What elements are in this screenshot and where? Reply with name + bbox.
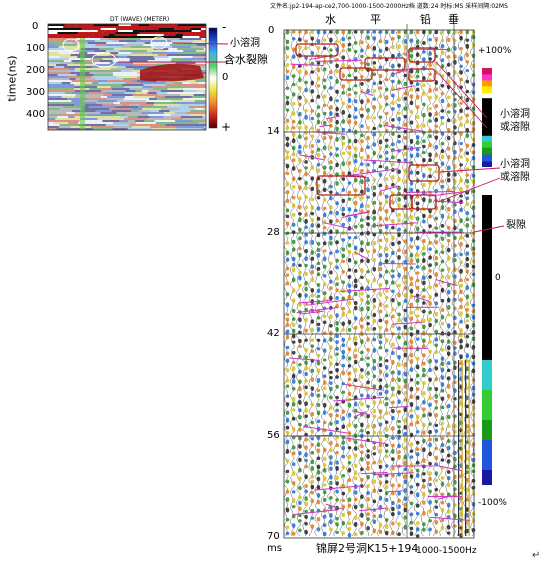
right-colorbar-main (482, 195, 492, 485)
anomaly-box (408, 68, 436, 82)
left-annotation-small-cave: 小溶洞 (230, 38, 260, 49)
right-footer-freq: 1000-1500Hz (416, 546, 477, 556)
anomaly-box (364, 57, 406, 71)
anomaly-box (316, 175, 366, 196)
right-annotation-small-cave-1: 小溶洞或溶隙 (500, 109, 530, 133)
right-footer-title: 锦屏2号洞K15+194 (316, 542, 419, 555)
left-anomaly-ellipse (150, 36, 168, 50)
left-annotation-water-fissure: 含水裂隙 (224, 53, 268, 66)
right-y-unit: ms (267, 543, 282, 554)
right-y-tick: 42 (267, 328, 280, 339)
column-label: 铅 (420, 13, 431, 26)
right-annotation-small-cave-2: 小溶洞或溶隙 (500, 159, 530, 183)
anomaly-box (411, 194, 437, 210)
anomaly-box (339, 67, 373, 81)
left-y-tick: 100 (26, 43, 46, 54)
left-header-text: DT (WAVE) (METER) (110, 16, 170, 23)
right-y-tick: 0 (268, 25, 275, 36)
right-colorbar-top-label: +100% (478, 46, 512, 56)
left-radar-section (47, 23, 229, 131)
column-label: 平 (370, 13, 381, 26)
right-seismic-section (283, 24, 505, 539)
right-y-tick: 28 (267, 227, 280, 238)
left-colorbar (208, 27, 218, 129)
left-y-tick: 200 (26, 65, 46, 76)
anomaly-box (295, 43, 339, 57)
right-panel: 文件名:jp2-194-ap-ce2,700-1000-1500-2000Hz档… (262, 0, 547, 568)
left-colorbar-bottom-label: + (221, 120, 232, 134)
right-file-header: 文件名:jp2-194-ap-ce2,700-1000-1500-2000Hz档… (270, 3, 508, 10)
right-annotation-line (435, 61, 488, 119)
anomaly-box (408, 47, 436, 63)
left-anomaly-ellipse (62, 38, 80, 52)
anomaly-box (408, 164, 440, 182)
left-axis-label: time(ns) (5, 55, 19, 102)
left-y-tick: 0 (32, 21, 39, 32)
right-annotation-line (437, 177, 501, 203)
column-label: 水 (325, 13, 336, 26)
right-annotation-line (439, 167, 501, 173)
column-label: 垂 (448, 13, 459, 26)
right-y-tick: 14 (267, 126, 280, 137)
right-y-tick: 56 (267, 430, 280, 441)
right-colorbar-bottom-label: -100% (478, 498, 507, 508)
right-annotation-line (437, 72, 488, 129)
left-anomaly-ellipse (91, 52, 117, 68)
left-y-tick: 300 (26, 87, 46, 98)
paragraph-mark: ↵ (532, 550, 541, 561)
right-colorbar-mid-label: 0 (495, 273, 501, 283)
left-colorbar-mid-label: 0 (222, 72, 229, 83)
left-panel: DT (WAVE) (METER) time(ns) 0 100 200 300… (0, 0, 270, 140)
left-y-tick: 400 (26, 109, 46, 120)
left-colorbar-top-label: - (222, 20, 227, 34)
right-annotation-line (473, 225, 505, 233)
right-annotation-fissure: 裂隙 (506, 220, 526, 231)
right-y-tick: 70 (267, 531, 280, 542)
left-annotation-line (171, 42, 229, 45)
